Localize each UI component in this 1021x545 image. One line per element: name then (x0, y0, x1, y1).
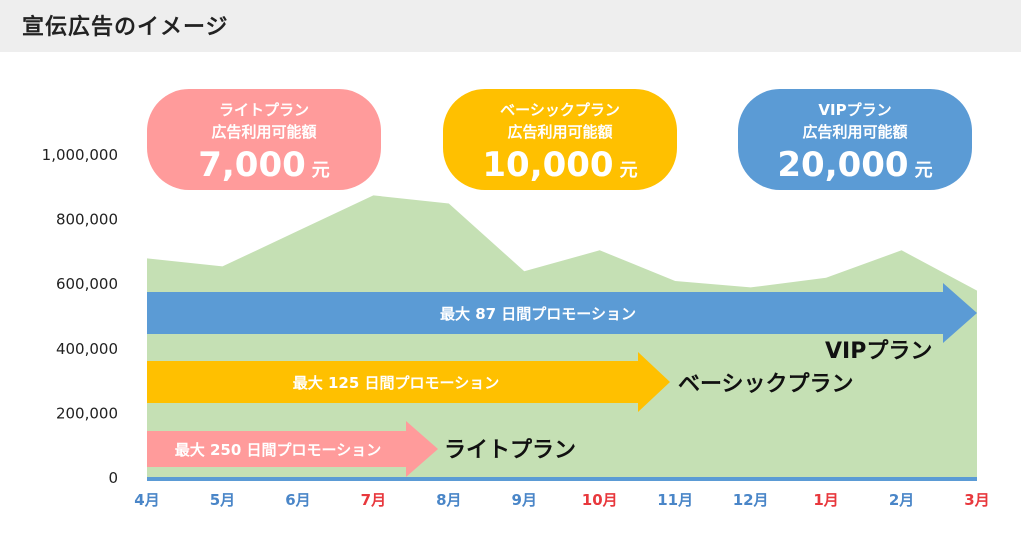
y-tick-label: 0 (108, 469, 118, 487)
x-tick-label: 10月 (582, 491, 618, 509)
plan-name-label: ベーシックプラン (678, 372, 854, 397)
x-axis-baseline (147, 477, 977, 481)
plan-name-label: VIPプラン (825, 339, 932, 364)
promotion-arrow (147, 352, 670, 412)
page-title: 宣伝広告のイメージ (22, 15, 229, 40)
plan-bubble (443, 89, 677, 190)
promotion-arrow (147, 421, 438, 477)
y-tick-label: 600,000 (56, 275, 118, 293)
bubble-plan-name: ライトプラン (219, 101, 309, 119)
bubble-plan-name: ベーシックプラン (500, 101, 620, 119)
promotion-arrow (147, 283, 977, 343)
y-tick-label: 1,000,000 (42, 146, 118, 164)
x-tick-label: 11月 (657, 491, 693, 509)
header-bar: 宣伝広告のイメージ (0, 0, 1021, 52)
bubble-amount: 7,000 (198, 145, 306, 185)
promotion-arrow-label: 最大 250 日間プロモーション (175, 441, 381, 459)
bubble-unit: 元 (312, 160, 330, 181)
x-tick-label: 3月 (964, 491, 989, 509)
bubble-unit: 元 (620, 160, 638, 181)
x-tick-label: 6月 (285, 491, 310, 509)
plan-name-label: ライトプラン (444, 438, 576, 463)
bubble-amount: 10,000 (482, 145, 613, 185)
x-tick-label: 7月 (361, 491, 386, 509)
x-tick-label: 12月 (733, 491, 769, 509)
y-tick-label: 800,000 (56, 211, 118, 229)
x-tick-label: 2月 (889, 491, 914, 509)
bubble-unit: 元 (915, 160, 933, 181)
area-series (147, 195, 977, 478)
promotion-arrow-label: 最大 87 日間プロモーション (440, 305, 636, 323)
x-tick-label: 9月 (512, 491, 537, 509)
y-tick-label: 400,000 (56, 340, 118, 358)
plan-bubble (738, 89, 972, 190)
bubble-caption: 広告利用可能額 (802, 123, 907, 141)
plan-bubble (147, 89, 381, 190)
y-tick-label: 200,000 (56, 404, 118, 422)
bubble-amount: 20,000 (777, 145, 908, 185)
x-tick-label: 4月 (134, 491, 159, 509)
bubble-caption: 広告利用可能額 (211, 123, 316, 141)
x-tick-label: 8月 (436, 491, 461, 509)
bubble-caption: 広告利用可能額 (507, 123, 612, 141)
x-tick-label: 1月 (813, 491, 838, 509)
promotion-arrow-label: 最大 125 日間プロモーション (293, 374, 499, 392)
bubble-plan-name: VIPプラン (818, 101, 891, 119)
x-tick-label: 5月 (210, 491, 235, 509)
